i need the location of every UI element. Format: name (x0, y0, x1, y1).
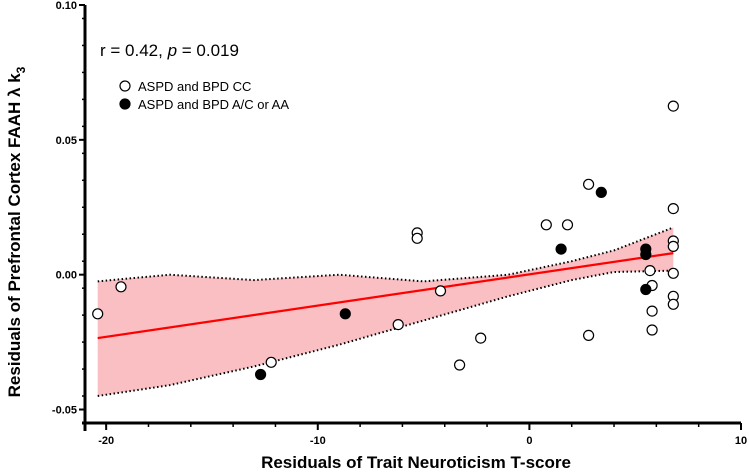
open-data-point-16 (646, 324, 658, 336)
open-data-point-7 (454, 359, 466, 371)
filled-data-point-5 (640, 248, 652, 261)
open-data-point-1 (115, 281, 127, 293)
y-tick-label: 0.05 (56, 135, 77, 147)
legend-filled-circle-icon (119, 98, 131, 110)
open-data-point-6 (434, 285, 447, 297)
open-data-point-21 (667, 267, 679, 279)
filled-data-point-0 (255, 368, 267, 381)
confidence-band-group (97, 226, 674, 397)
open-data-point-0 (92, 308, 104, 320)
open-data-point-3 (392, 319, 404, 331)
y-axis-title: Residuals of Prefrontal Cortex FAAH λ k3 (5, 66, 28, 397)
correlation-annotation: r = 0.42, p = 0.019 (100, 41, 239, 60)
x-tick-label: 10 (735, 435, 747, 447)
open-data-point-15 (646, 305, 658, 317)
y-tick-label: -0.05 (52, 405, 77, 417)
x-tick-label: 0 (526, 435, 532, 447)
open-data-point-12 (582, 329, 595, 341)
y-tick-label: 0.10 (56, 0, 77, 12)
legend: ASPD and BPD CC ASPD and BPD A/C or AA (119, 79, 289, 112)
open-data-point-5 (411, 232, 423, 244)
open-data-point-2 (265, 356, 277, 368)
filled-data-point-6 (640, 283, 652, 296)
axes-group: -0.05 0.00 0.05 0.10 -20 -10 0 10 (52, 0, 747, 447)
x-tick-label: -20 (98, 435, 114, 447)
confidence-band-upper (97, 226, 674, 283)
legend-label-ac-aa: ASPD and BPD A/C or AA (138, 97, 289, 112)
regression-line-group (97, 252, 674, 340)
open-data-point-13 (644, 265, 656, 277)
x-tick-label: -10 (310, 435, 326, 447)
confidence-band-lower (97, 269, 674, 397)
open-data-point-18 (667, 203, 679, 215)
open-data-point-20 (667, 240, 679, 252)
data-points-group (92, 100, 679, 381)
filled-data-point-2 (555, 243, 567, 255)
legend-label-cc: ASPD and BPD CC (138, 79, 251, 94)
confidence-band-fill (97, 227, 674, 396)
open-data-point-11 (582, 178, 595, 190)
legend-open-circle-icon (119, 80, 131, 92)
open-data-point-9 (540, 219, 552, 231)
regression-line (97, 252, 674, 340)
open-data-point-23 (667, 298, 679, 310)
open-data-point-10 (561, 219, 574, 231)
filled-data-point-3 (595, 186, 607, 198)
open-data-point-17 (667, 100, 679, 112)
filled-data-point-1 (339, 308, 351, 320)
x-axis-title: Residuals of Trait Neuroticism T-score (261, 453, 571, 472)
open-data-point-8 (475, 332, 487, 344)
y-tick-label: 0.00 (56, 270, 77, 282)
